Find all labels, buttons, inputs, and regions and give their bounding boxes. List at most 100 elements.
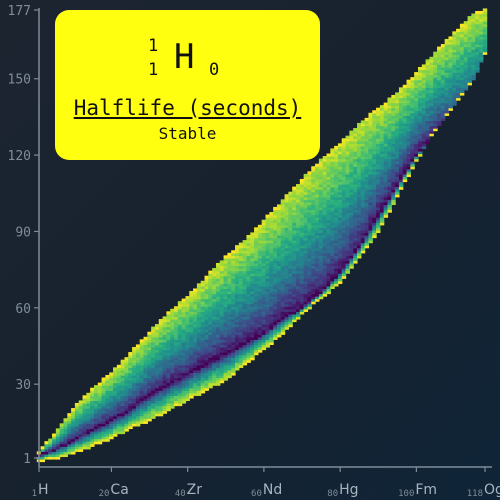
nuclide-cell[interactable]: [444, 61, 450, 66]
nuclide-cell[interactable]: [360, 125, 366, 129]
nuclide-cell[interactable]: [471, 56, 476, 60]
nuclide-cell[interactable]: [379, 143, 385, 147]
nuclide-cell[interactable]: [143, 367, 148, 371]
nuclide-cell[interactable]: [227, 339, 232, 343]
nuclide-cell[interactable]: [357, 173, 362, 178]
nuclide-cell[interactable]: [193, 359, 198, 363]
nuclide-cell[interactable]: [372, 133, 377, 137]
nuclide-cell[interactable]: [334, 237, 339, 241]
nuclide-cell[interactable]: [410, 130, 415, 134]
nuclide-cell[interactable]: [238, 280, 244, 284]
nuclide-cell[interactable]: [269, 260, 274, 264]
nuclide-cell[interactable]: [200, 369, 206, 374]
nuclide-cell[interactable]: [151, 349, 156, 353]
nuclide-cell[interactable]: [326, 184, 331, 188]
nuclide-cell[interactable]: [341, 199, 347, 203]
nuclide-cell[interactable]: [284, 313, 289, 318]
nuclide-cell[interactable]: [315, 219, 320, 223]
nuclide-cell[interactable]: [246, 352, 251, 356]
nuclide-cell[interactable]: [273, 262, 278, 267]
nuclide-cell[interactable]: [288, 273, 293, 277]
nuclide-cell[interactable]: [101, 430, 107, 435]
nuclide-cell[interactable]: [105, 382, 110, 386]
nuclide-cell[interactable]: [315, 268, 320, 272]
nuclide-cell[interactable]: [288, 224, 293, 228]
nuclide-cell[interactable]: [208, 354, 213, 358]
nuclide-cell[interactable]: [166, 377, 171, 381]
nuclide-cell[interactable]: [261, 326, 267, 330]
nuclide-cell[interactable]: [246, 275, 251, 279]
nuclide-cell[interactable]: [349, 204, 354, 208]
nuclide-cell[interactable]: [273, 301, 278, 305]
nuclide-cell[interactable]: [410, 120, 415, 124]
nuclide-cell[interactable]: [299, 229, 305, 234]
nuclide-cell[interactable]: [334, 178, 339, 183]
nuclide-cell[interactable]: [391, 107, 396, 111]
nuclide-cell[interactable]: [78, 430, 84, 435]
nuclide-cell[interactable]: [376, 120, 381, 124]
nuclide-cell[interactable]: [265, 324, 270, 328]
nuclide-cell[interactable]: [219, 296, 225, 300]
nuclide-cell[interactable]: [128, 369, 133, 374]
nuclide-cell[interactable]: [200, 296, 206, 300]
nuclide-cell[interactable]: [307, 288, 312, 292]
nuclide-cell[interactable]: [429, 117, 434, 122]
nuclide-cell[interactable]: [257, 252, 263, 256]
nuclide-cell[interactable]: [475, 51, 480, 55]
nuclide-cell[interactable]: [113, 410, 118, 414]
nuclide-cell[interactable]: [341, 145, 347, 150]
nuclide-cell[interactable]: [74, 408, 80, 412]
nuclide-cell[interactable]: [181, 369, 187, 374]
nuclide-cell[interactable]: [341, 148, 347, 152]
nuclide-cell[interactable]: [357, 148, 362, 152]
nuclide-cell[interactable]: [379, 196, 385, 200]
nuclide-cell[interactable]: [250, 265, 255, 269]
nuclide-cell[interactable]: [162, 395, 167, 399]
nuclide-cell[interactable]: [326, 273, 331, 277]
nuclide-cell[interactable]: [196, 321, 202, 325]
nuclide-cell[interactable]: [383, 102, 389, 106]
nuclide-cell[interactable]: [200, 387, 206, 391]
nuclide-cell[interactable]: [337, 245, 343, 249]
nuclide-cell[interactable]: [425, 100, 431, 104]
nuclide-cell[interactable]: [261, 344, 267, 348]
nuclide-cell[interactable]: [311, 234, 316, 239]
nuclide-cell[interactable]: [59, 446, 65, 450]
nuclide-cell[interactable]: [475, 41, 480, 45]
nuclide-cell[interactable]: [360, 240, 366, 244]
nuclide-cell[interactable]: [337, 255, 343, 259]
nuclide-cell[interactable]: [349, 153, 354, 157]
nuclide-cell[interactable]: [437, 59, 442, 63]
nuclide-cell[interactable]: [113, 380, 118, 384]
nuclide-cell[interactable]: [383, 163, 389, 167]
nuclide-cell[interactable]: [215, 288, 221, 292]
nuclide-cell[interactable]: [463, 26, 469, 30]
nuclide-cell[interactable]: [250, 247, 255, 251]
nuclide-cell[interactable]: [257, 229, 263, 234]
nuclide-cell[interactable]: [273, 316, 278, 320]
nuclide-cell[interactable]: [170, 311, 175, 315]
nuclide-cell[interactable]: [391, 201, 396, 206]
nuclide-cell[interactable]: [349, 189, 354, 193]
nuclide-cell[interactable]: [215, 265, 221, 269]
nuclide-cell[interactable]: [223, 364, 228, 368]
nuclide-cell[interactable]: [334, 273, 339, 277]
nuclide-cell[interactable]: [166, 354, 171, 358]
nuclide-cell[interactable]: [315, 176, 320, 180]
nuclide-cell[interactable]: [254, 283, 259, 287]
nuclide-cell[interactable]: [242, 339, 248, 343]
nuclide-cell[interactable]: [398, 128, 404, 132]
nuclide-cell[interactable]: [215, 268, 221, 272]
nuclide-cell[interactable]: [337, 166, 343, 170]
nuclide-cell[interactable]: [124, 367, 129, 371]
nuclide-cell[interactable]: [372, 229, 377, 234]
nuclide-cell[interactable]: [128, 372, 133, 376]
nuclide-cell[interactable]: [193, 311, 198, 315]
nuclide-cell[interactable]: [132, 405, 137, 409]
nuclide-cell[interactable]: [372, 150, 377, 155]
nuclide-cell[interactable]: [261, 247, 267, 251]
nuclide-cell[interactable]: [311, 229, 316, 234]
nuclide-cell[interactable]: [135, 364, 141, 368]
nuclide-cell[interactable]: [162, 369, 167, 374]
nuclide-cell[interactable]: [421, 140, 427, 144]
